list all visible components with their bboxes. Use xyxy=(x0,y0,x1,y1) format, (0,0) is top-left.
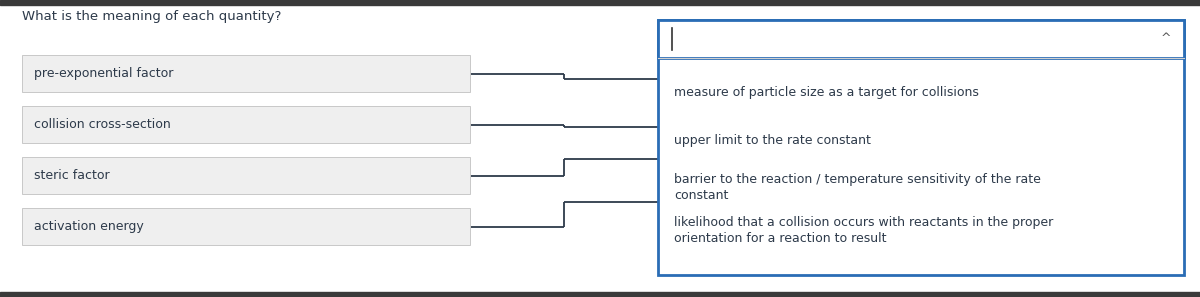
Bar xyxy=(22,157,470,194)
Text: likelihood that a collision occurs with reactants in the proper
orientation for : likelihood that a collision occurs with … xyxy=(674,217,1054,245)
Bar xyxy=(658,20,1184,275)
Text: barrier to the reaction / temperature sensitivity of the rate
constant: barrier to the reaction / temperature se… xyxy=(674,173,1040,202)
Text: What is the meaning of each quantity?: What is the meaning of each quantity? xyxy=(22,10,281,23)
Bar xyxy=(658,20,1184,58)
Text: collision cross-section: collision cross-section xyxy=(34,118,170,131)
Text: activation energy: activation energy xyxy=(34,220,144,233)
Text: pre-exponential factor: pre-exponential factor xyxy=(34,67,173,80)
Text: steric factor: steric factor xyxy=(34,169,109,182)
Text: upper limit to the rate constant: upper limit to the rate constant xyxy=(674,134,871,147)
Bar xyxy=(0,0,1200,5)
Text: measure of particle size as a target for collisions: measure of particle size as a target for… xyxy=(674,86,979,99)
Bar xyxy=(22,106,470,143)
Bar xyxy=(0,292,1200,297)
Text: ^: ^ xyxy=(1160,32,1171,45)
Bar xyxy=(22,208,470,245)
Bar xyxy=(22,55,470,92)
